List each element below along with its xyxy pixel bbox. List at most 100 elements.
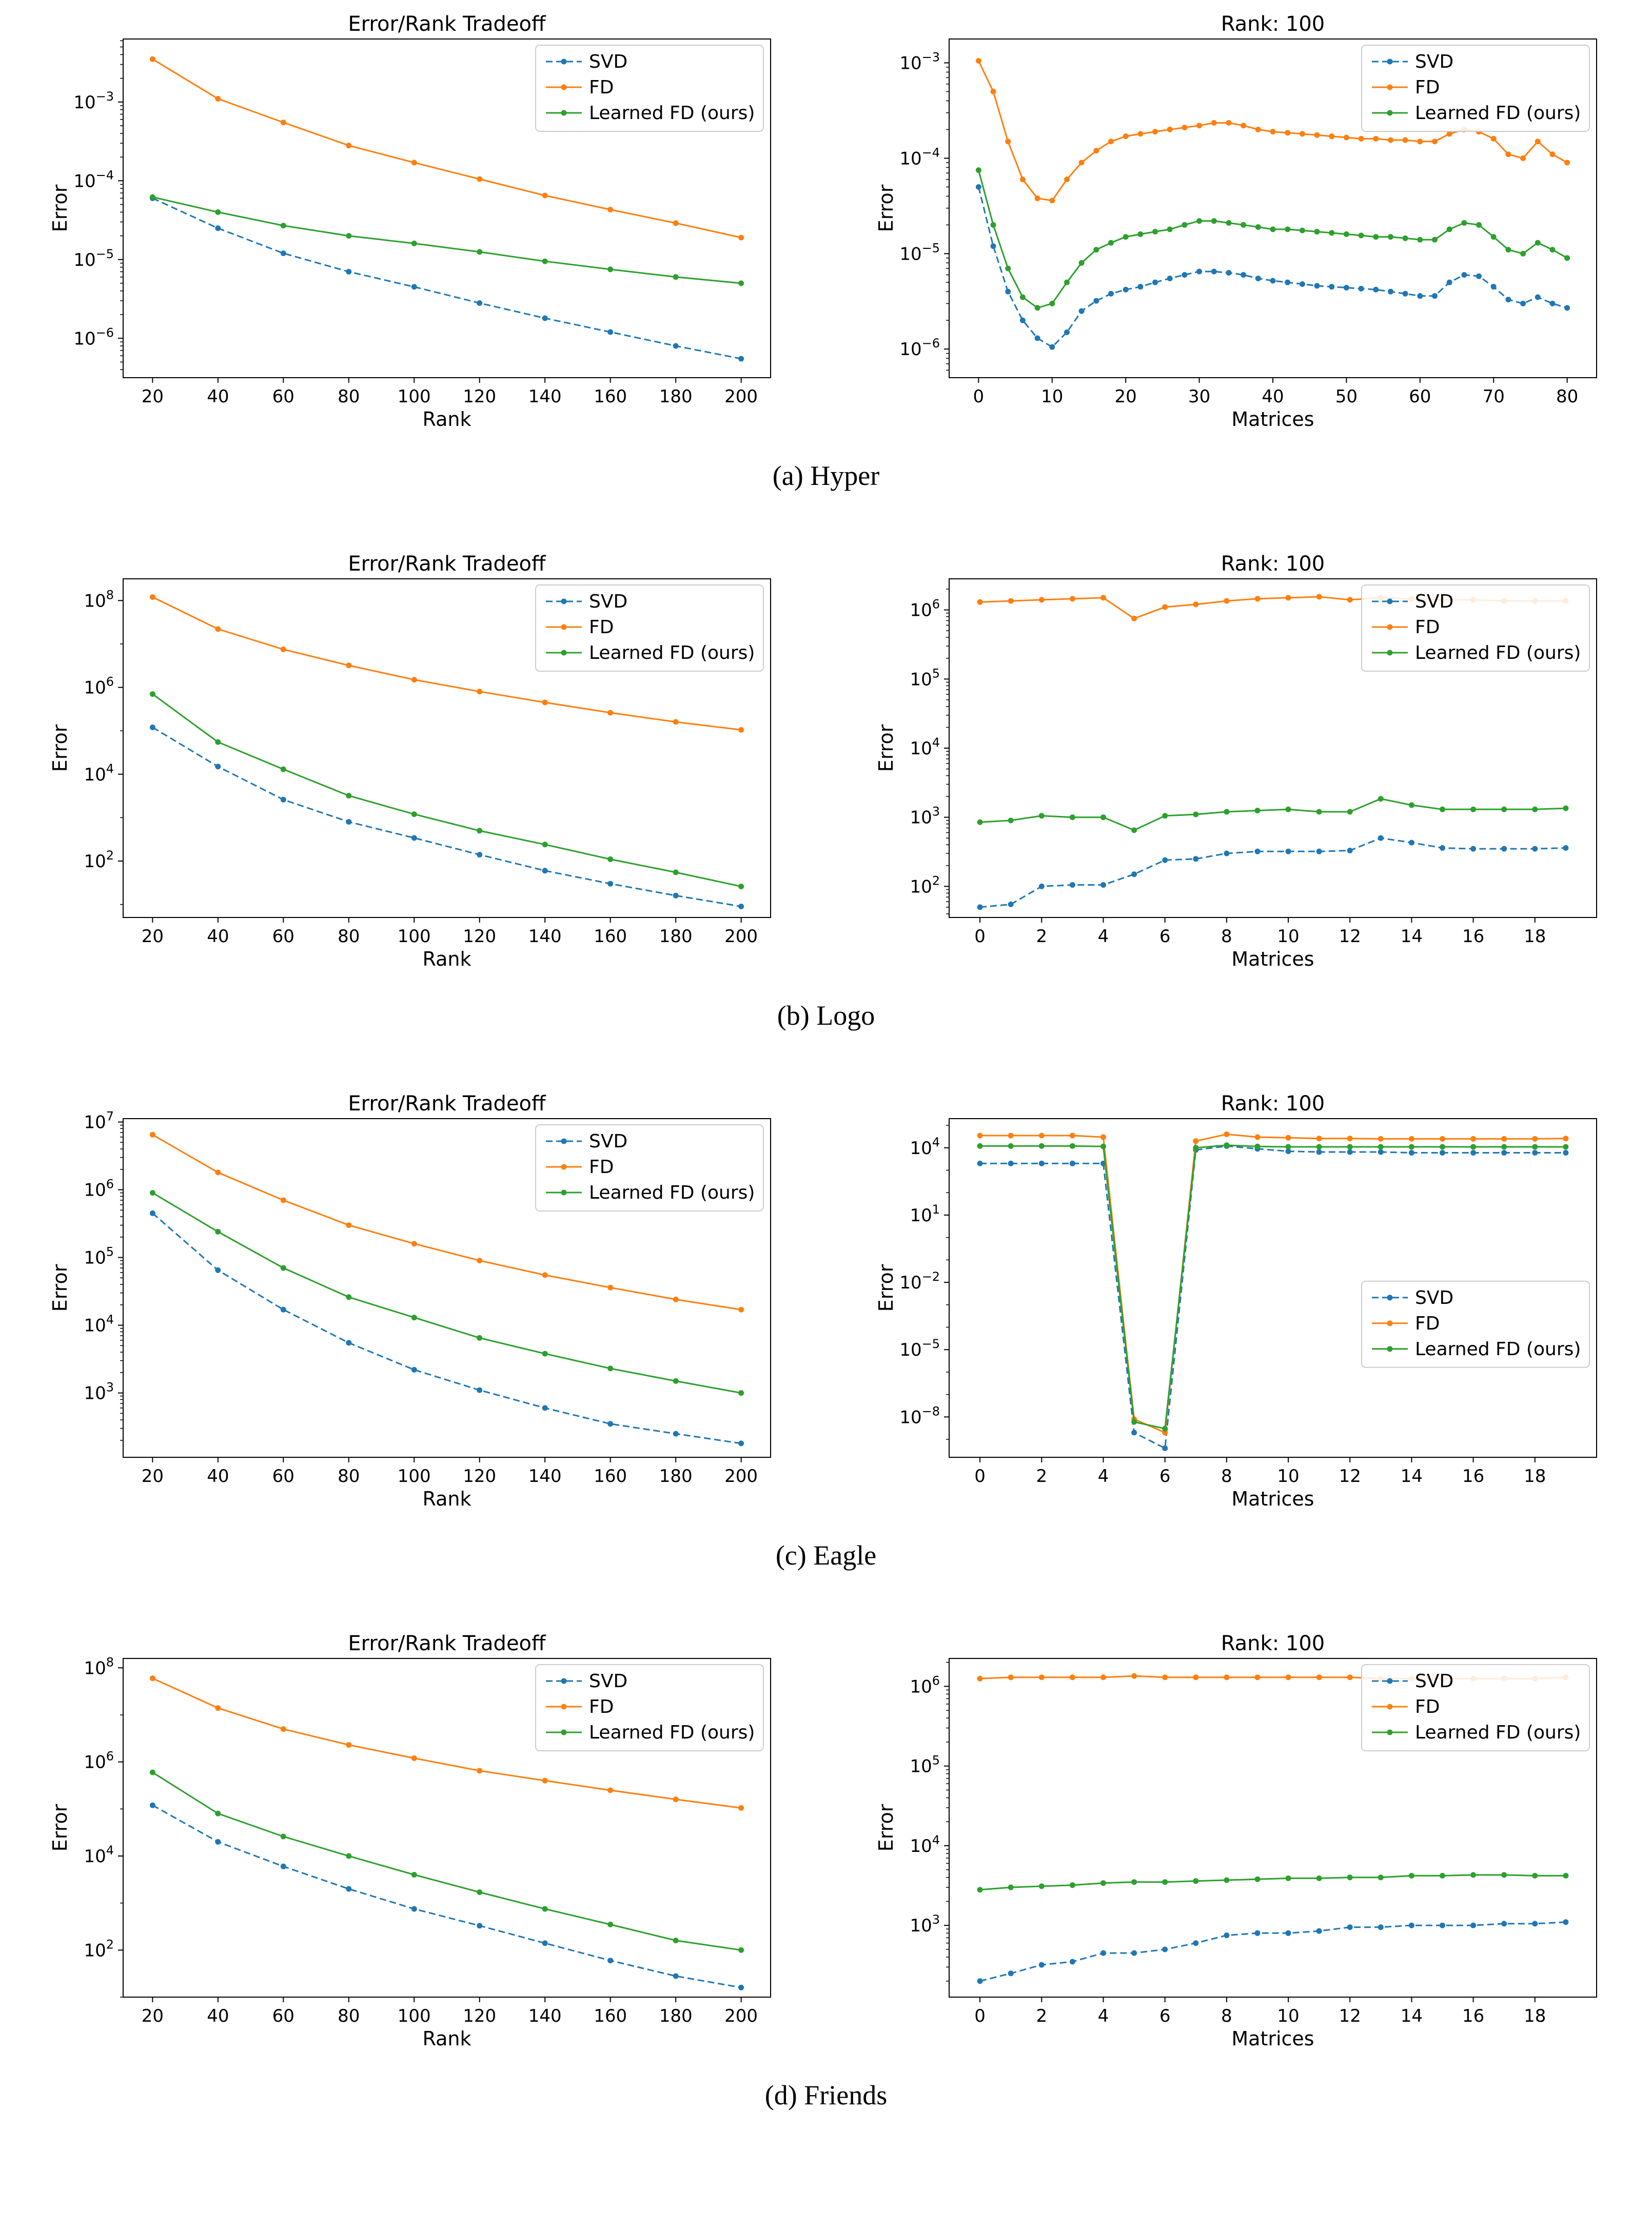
series-learned (149, 194, 744, 286)
svg-text:160: 160 (594, 926, 627, 947)
chart-svg-eagle-tradeoff: 20 40 60 80 100 120 140 160 180 20010310410510610… (49, 1092, 771, 1510)
svg-text:10−5: 10−5 (899, 1337, 940, 1360)
legend-label-learned: Learned FD (ours) (589, 1182, 755, 1203)
caption-friends: (d) Friends (764, 2080, 888, 2111)
svg-text:180: 180 (659, 386, 693, 407)
series-fd (975, 58, 1570, 204)
svg-text:60: 60 (272, 1466, 294, 1487)
row-hyper: 20 40 60 80 100 120 140 160 180 200 10−3 10−4 10−5 10… (0, 12, 1652, 492)
svg-text:60: 60 (272, 2006, 294, 2026)
chart-title: Error/Rank Tradeoff (348, 1092, 546, 1116)
legend-label-learned: Learned FD (ours) (1415, 642, 1581, 663)
svg-text:4: 4 (1098, 926, 1109, 947)
series-learned (149, 1769, 744, 1953)
chart-title: Error/Rank Tradeoff (348, 1632, 546, 1655)
svg-text:10: 10 (1041, 386, 1063, 407)
y-axis-label: Error (49, 184, 71, 232)
svg-text:200: 200 (724, 386, 758, 407)
chart-hyper-rank100: 0 10 20 30 40 50 60 70 80 10−3 10−4 10−5 10−6 Rank: 1… (872, 12, 1606, 433)
svg-text:6: 6 (1159, 1466, 1171, 1487)
legend-label-learned: Learned FD (ours) (589, 1722, 755, 1743)
legend-label-learned: Learned FD (ours) (1415, 1339, 1581, 1360)
legend-label-learned: Learned FD (ours) (589, 642, 755, 663)
series-fd (149, 1131, 744, 1313)
series-fd (149, 56, 744, 241)
svg-text:8: 8 (1221, 1466, 1232, 1487)
svg-text:10−6: 10−6 (73, 325, 114, 349)
legend-label-svd: SVD (589, 1671, 627, 1692)
series-learned (975, 167, 1570, 311)
y-axis: 10−3 10−4 10−5 10−6 (73, 40, 123, 370)
chart-svg-hyper-tradeoff: 20 40 60 80 100 120 140 160 180 20010−310−410−510… (49, 12, 771, 431)
svg-text:180: 180 (659, 926, 693, 947)
series-svd (149, 195, 744, 362)
y-axis-label: Error (49, 1264, 71, 1312)
svg-text:108: 108 (84, 588, 114, 611)
svg-text:12: 12 (1339, 1466, 1361, 1487)
svg-text:106: 106 (910, 1673, 940, 1697)
series-learned (977, 1142, 1569, 1432)
chart-svg-hyper-rank100: 0 10 20 30 40 50 60 70 80 10−3 10−4 10−5 10−6 Rank: 1… (875, 12, 1597, 431)
legend: SVD FD Learned FD (ours) (535, 45, 764, 132)
svg-text:12: 12 (1339, 2006, 1361, 2026)
svg-text:102: 102 (84, 848, 114, 872)
legend-label-svd: SVD (589, 591, 627, 612)
svg-text:18: 18 (1524, 926, 1546, 947)
legend-label-fd: FD (1415, 1313, 1440, 1334)
svg-text:40: 40 (207, 926, 229, 947)
y-axis: 10−3 10−4 10−5 10−6 (899, 50, 949, 371)
svg-text:140: 140 (528, 2006, 562, 2026)
series-learned (149, 1190, 744, 1396)
svg-text:10−5: 10−5 (899, 241, 940, 264)
legend-label-learned: Learned FD (ours) (1415, 1722, 1581, 1743)
chart-svg-eagle-rank100: 0 2 4 6 8 10 12 14 16 18 10−8 10−5 10−2 101 104 Rank: 1… (875, 1092, 1597, 1510)
x-axis-label: Matrices (1231, 2027, 1314, 2050)
legend-label-fd: FD (589, 1157, 614, 1178)
series-svd (149, 1210, 744, 1447)
svg-text:8: 8 (1221, 926, 1232, 947)
svg-text:6: 6 (1159, 926, 1171, 947)
svg-text:40: 40 (207, 1466, 229, 1487)
svg-text:120: 120 (463, 386, 496, 407)
svg-text:103: 103 (910, 1912, 940, 1936)
plot-frame (123, 1118, 771, 1458)
series-learned (977, 1872, 1569, 1893)
plot-frame (123, 38, 771, 378)
svg-text:70: 70 (1483, 386, 1505, 407)
plot-frame (123, 1658, 771, 1998)
svg-text:10: 10 (1277, 2006, 1299, 2026)
chart-title: Error/Rank Tradeoff (348, 552, 546, 576)
legend: SVD FD Learned FD (ours) (535, 1664, 764, 1751)
svg-text:102: 102 (84, 1937, 114, 1961)
svg-text:80: 80 (338, 1466, 360, 1487)
x-axis: 20 40 60 80 100 120 140 160 180 200 (142, 378, 758, 407)
y-axis-label: Error (49, 724, 71, 772)
svg-text:200: 200 (724, 2006, 758, 2026)
legend-label-svd: SVD (589, 1131, 627, 1152)
chart-friends-tradeoff: 20 40 60 80 100 120 140 160 180 200 102 104 106 108 Er… (46, 1632, 780, 2053)
svg-text:106: 106 (84, 1749, 114, 1773)
legend-label-fd: FD (589, 77, 614, 98)
svg-text:104: 104 (84, 761, 114, 785)
y-axis: 102 104 106 108 (84, 1655, 123, 1998)
legend-label-fd: FD (1415, 617, 1440, 638)
chart-logo-tradeoff: 20 40 60 80 100 120 140 160 180 200 102 104 106 108 Er… (46, 552, 780, 973)
svg-text:160: 160 (594, 1466, 627, 1487)
series-learned (977, 796, 1569, 833)
chart-hyper-tradeoff: 20 40 60 80 100 120 140 160 180 200 10−3 10−4 10−5 10… (46, 12, 780, 433)
svg-text:16: 16 (1462, 2006, 1484, 2026)
legend: SVD FD Learned FD (ours) (535, 1124, 764, 1212)
svg-text:100: 100 (398, 386, 431, 407)
svg-text:104: 104 (910, 735, 940, 759)
caption-eagle: (c) Eagle (775, 1540, 877, 1571)
x-axis: 0 2 4 6 8 10 12 14 16 18 (974, 1457, 1546, 1487)
row-logo: 20 40 60 80 100 120 140 160 180 200 102 104 106 108 Er… (0, 552, 1652, 1031)
svg-text:120: 120 (463, 926, 496, 947)
svg-text:104: 104 (84, 1313, 114, 1336)
svg-text:10−5: 10−5 (73, 247, 114, 270)
legend-label-svd: SVD (1415, 591, 1453, 612)
svg-text:160: 160 (594, 2006, 627, 2026)
y-axis: 103 104 105 106 (910, 1662, 949, 1982)
svg-text:4: 4 (1098, 1466, 1109, 1487)
chart-svg-logo-rank100: 0 2 4 6 8 10 12 14 16 18 102 103 104 105 106 Rank: 100 M… (875, 552, 1597, 970)
